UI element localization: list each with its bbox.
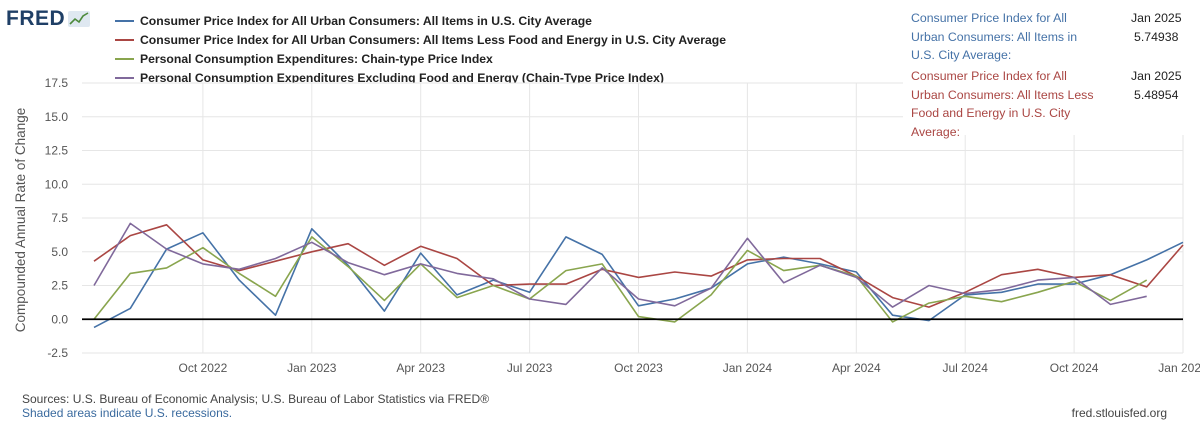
tooltip-value: 5.48954: [1134, 87, 1179, 102]
fred-chart-icon: [68, 11, 91, 27]
legend-item-pce[interactable]: Personal Consumption Expenditures: Chain…: [115, 49, 726, 68]
tooltip-series-label: Consumer Price Index for All Urban Consu…: [911, 11, 1078, 62]
y-tick-label: 2.5: [51, 279, 68, 293]
legend-label: Consumer Price Index for All Urban Consu…: [140, 32, 727, 47]
logo-text: FRED: [6, 7, 66, 30]
legend-label: Personal Consumption Expenditures Exclud…: [140, 70, 664, 85]
x-tick-label: Jan 2023: [287, 361, 337, 375]
tooltip-date: Jan 2025: [1131, 11, 1182, 25]
y-tick-label: 5.0: [51, 245, 68, 259]
legend-item-cpi-core[interactable]: Consumer Price Index for All Urban Consu…: [115, 30, 726, 49]
y-tick-label: 17.5: [45, 76, 69, 90]
x-tick-label: Oct 2024: [1050, 361, 1099, 375]
series-line-1: [93, 228, 1184, 329]
sources-note: Sources: U.S. Bureau of Economic Analysi…: [22, 392, 490, 406]
tooltip-value: 5.74938: [1134, 29, 1179, 44]
legend-label: Consumer Price Index for All Urban Consu…: [140, 13, 592, 28]
tooltip-series-label: Consumer Price Index for All Urban Consu…: [911, 69, 1094, 139]
fred-logo[interactable]: FRED: [6, 7, 91, 31]
legend-swatch: [115, 57, 134, 60]
x-tick-label: Oct 2023: [614, 361, 663, 375]
legend-swatch: [115, 76, 134, 79]
y-tick-label: 15.0: [45, 110, 69, 124]
hover-tooltip: Consumer Price Index for All Urban Consu…: [903, 5, 1198, 139]
chart-footer: Sources: U.S. Bureau of Economic Analysi…: [22, 392, 489, 420]
tooltip-date: Jan 2025: [1131, 69, 1182, 83]
series-line-3: [93, 236, 1148, 323]
x-tick-label: Apr 2023: [396, 361, 445, 375]
series-line-2: [93, 224, 1184, 308]
y-tick-label: -2.5: [47, 346, 68, 360]
legend-label: Personal Consumption Expenditures: Chain…: [140, 51, 493, 66]
y-tick-label: 0.0: [51, 312, 68, 326]
chart-legend: Consumer Price Index for All Urban Consu…: [115, 11, 726, 87]
x-tick-label: Oct 2022: [179, 361, 228, 375]
legend-swatch: [115, 38, 134, 41]
x-tick-label: Jul 2023: [507, 361, 553, 375]
x-tick-label: Jan 2025: [1158, 361, 1200, 375]
y-tick-label: 12.5: [45, 144, 69, 158]
x-tick-label: Jan 2024: [723, 361, 773, 375]
fred-url-link[interactable]: fred.stlouisfed.org: [1071, 406, 1167, 420]
x-tick-label: Apr 2024: [832, 361, 881, 375]
series-line-4: [93, 222, 1147, 308]
legend-swatch: [115, 19, 134, 22]
y-axis-title: Compounded Annual Rate of Change: [13, 108, 28, 332]
recessions-note[interactable]: Shaded areas indicate U.S. recessions.: [22, 406, 233, 420]
legend-item-cpi-all[interactable]: Consumer Price Index for All Urban Consu…: [115, 11, 726, 30]
y-tick-label: 7.5: [51, 211, 68, 225]
x-tick-label: Jul 2024: [943, 361, 989, 375]
legend-item-pce-core[interactable]: Personal Consumption Expenditures Exclud…: [115, 68, 726, 87]
y-tick-label: 10.0: [45, 177, 69, 191]
